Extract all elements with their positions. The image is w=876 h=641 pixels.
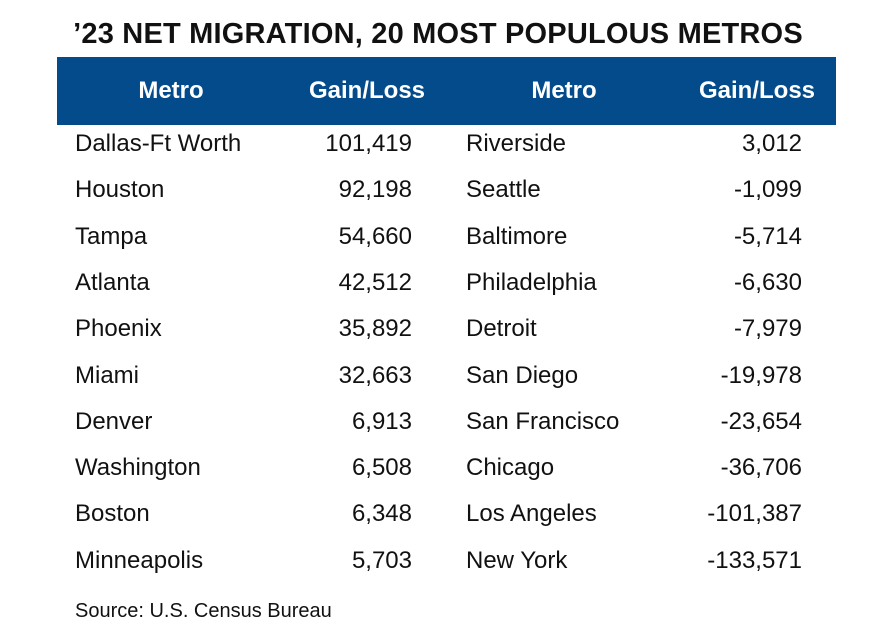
- metro-cell: Houston: [75, 176, 165, 204]
- metro-cell: Riverside: [466, 130, 567, 157]
- value-cell: -19,978: [720, 361, 802, 389]
- metro-cell: Atlanta: [75, 268, 150, 296]
- metro-cell: San Francisco: [466, 407, 620, 435]
- value-cell: 5,703: [351, 546, 412, 574]
- metro-cell: Washington: [75, 454, 201, 482]
- value-cell: 6,913: [351, 407, 412, 435]
- value-cell: 32,663: [338, 361, 412, 389]
- value-cell: -1,099: [733, 176, 802, 204]
- metro-cell: Boston: [75, 500, 150, 528]
- metro-cell: Miami: [75, 361, 139, 389]
- value-cell: -23,654: [720, 407, 802, 435]
- value-cell: 3,012: [741, 130, 802, 157]
- value-cell: -6,630: [733, 268, 802, 296]
- header-gain-loss: Gain/Loss: [698, 77, 816, 104]
- metro-cell: Minneapolis: [75, 546, 204, 574]
- value-cell: -5,714: [733, 222, 802, 250]
- value-cell: 92,198: [338, 176, 412, 204]
- header-metro: Metro: [531, 77, 597, 104]
- metro-cell: Baltimore: [466, 222, 568, 250]
- chart-title: ’23 NET MIGRATION, 20 MOST POPULOUS METR…: [73, 18, 803, 50]
- table-header: Metro Gain/Loss Metro Gain/Loss: [57, 57, 836, 125]
- value-cell: -133,571: [707, 546, 802, 574]
- metro-cell: Dallas-Ft Worth: [75, 130, 242, 157]
- value-cell: 101,419: [325, 130, 412, 157]
- source-note: Source: U.S. Census Bureau: [75, 600, 332, 622]
- metro-cell: New York: [466, 546, 568, 574]
- metro-cell: Detroit: [466, 315, 537, 343]
- header-metro: Metro: [138, 77, 204, 104]
- metro-cell: Denver: [75, 407, 153, 435]
- metro-cell: Los Angeles: [466, 500, 597, 528]
- value-cell: -7,979: [733, 315, 802, 343]
- header-gain-loss: Gain/Loss: [308, 77, 426, 104]
- value-cell: 54,660: [338, 222, 412, 250]
- metro-cell: Chicago: [466, 454, 555, 482]
- metro-cell: Seattle: [466, 176, 541, 204]
- value-cell: -101,387: [707, 500, 802, 528]
- metro-cell: Phoenix: [75, 315, 162, 343]
- metro-cell: Philadelphia: [466, 268, 597, 296]
- value-cell: -36,706: [720, 454, 802, 482]
- value-cell: 6,348: [351, 500, 412, 528]
- value-cell: 42,512: [338, 268, 412, 296]
- value-cell: 35,892: [338, 315, 412, 343]
- metro-cell: Tampa: [75, 222, 148, 250]
- metro-cell: San Diego: [466, 361, 579, 389]
- value-cell: 6,508: [351, 454, 412, 482]
